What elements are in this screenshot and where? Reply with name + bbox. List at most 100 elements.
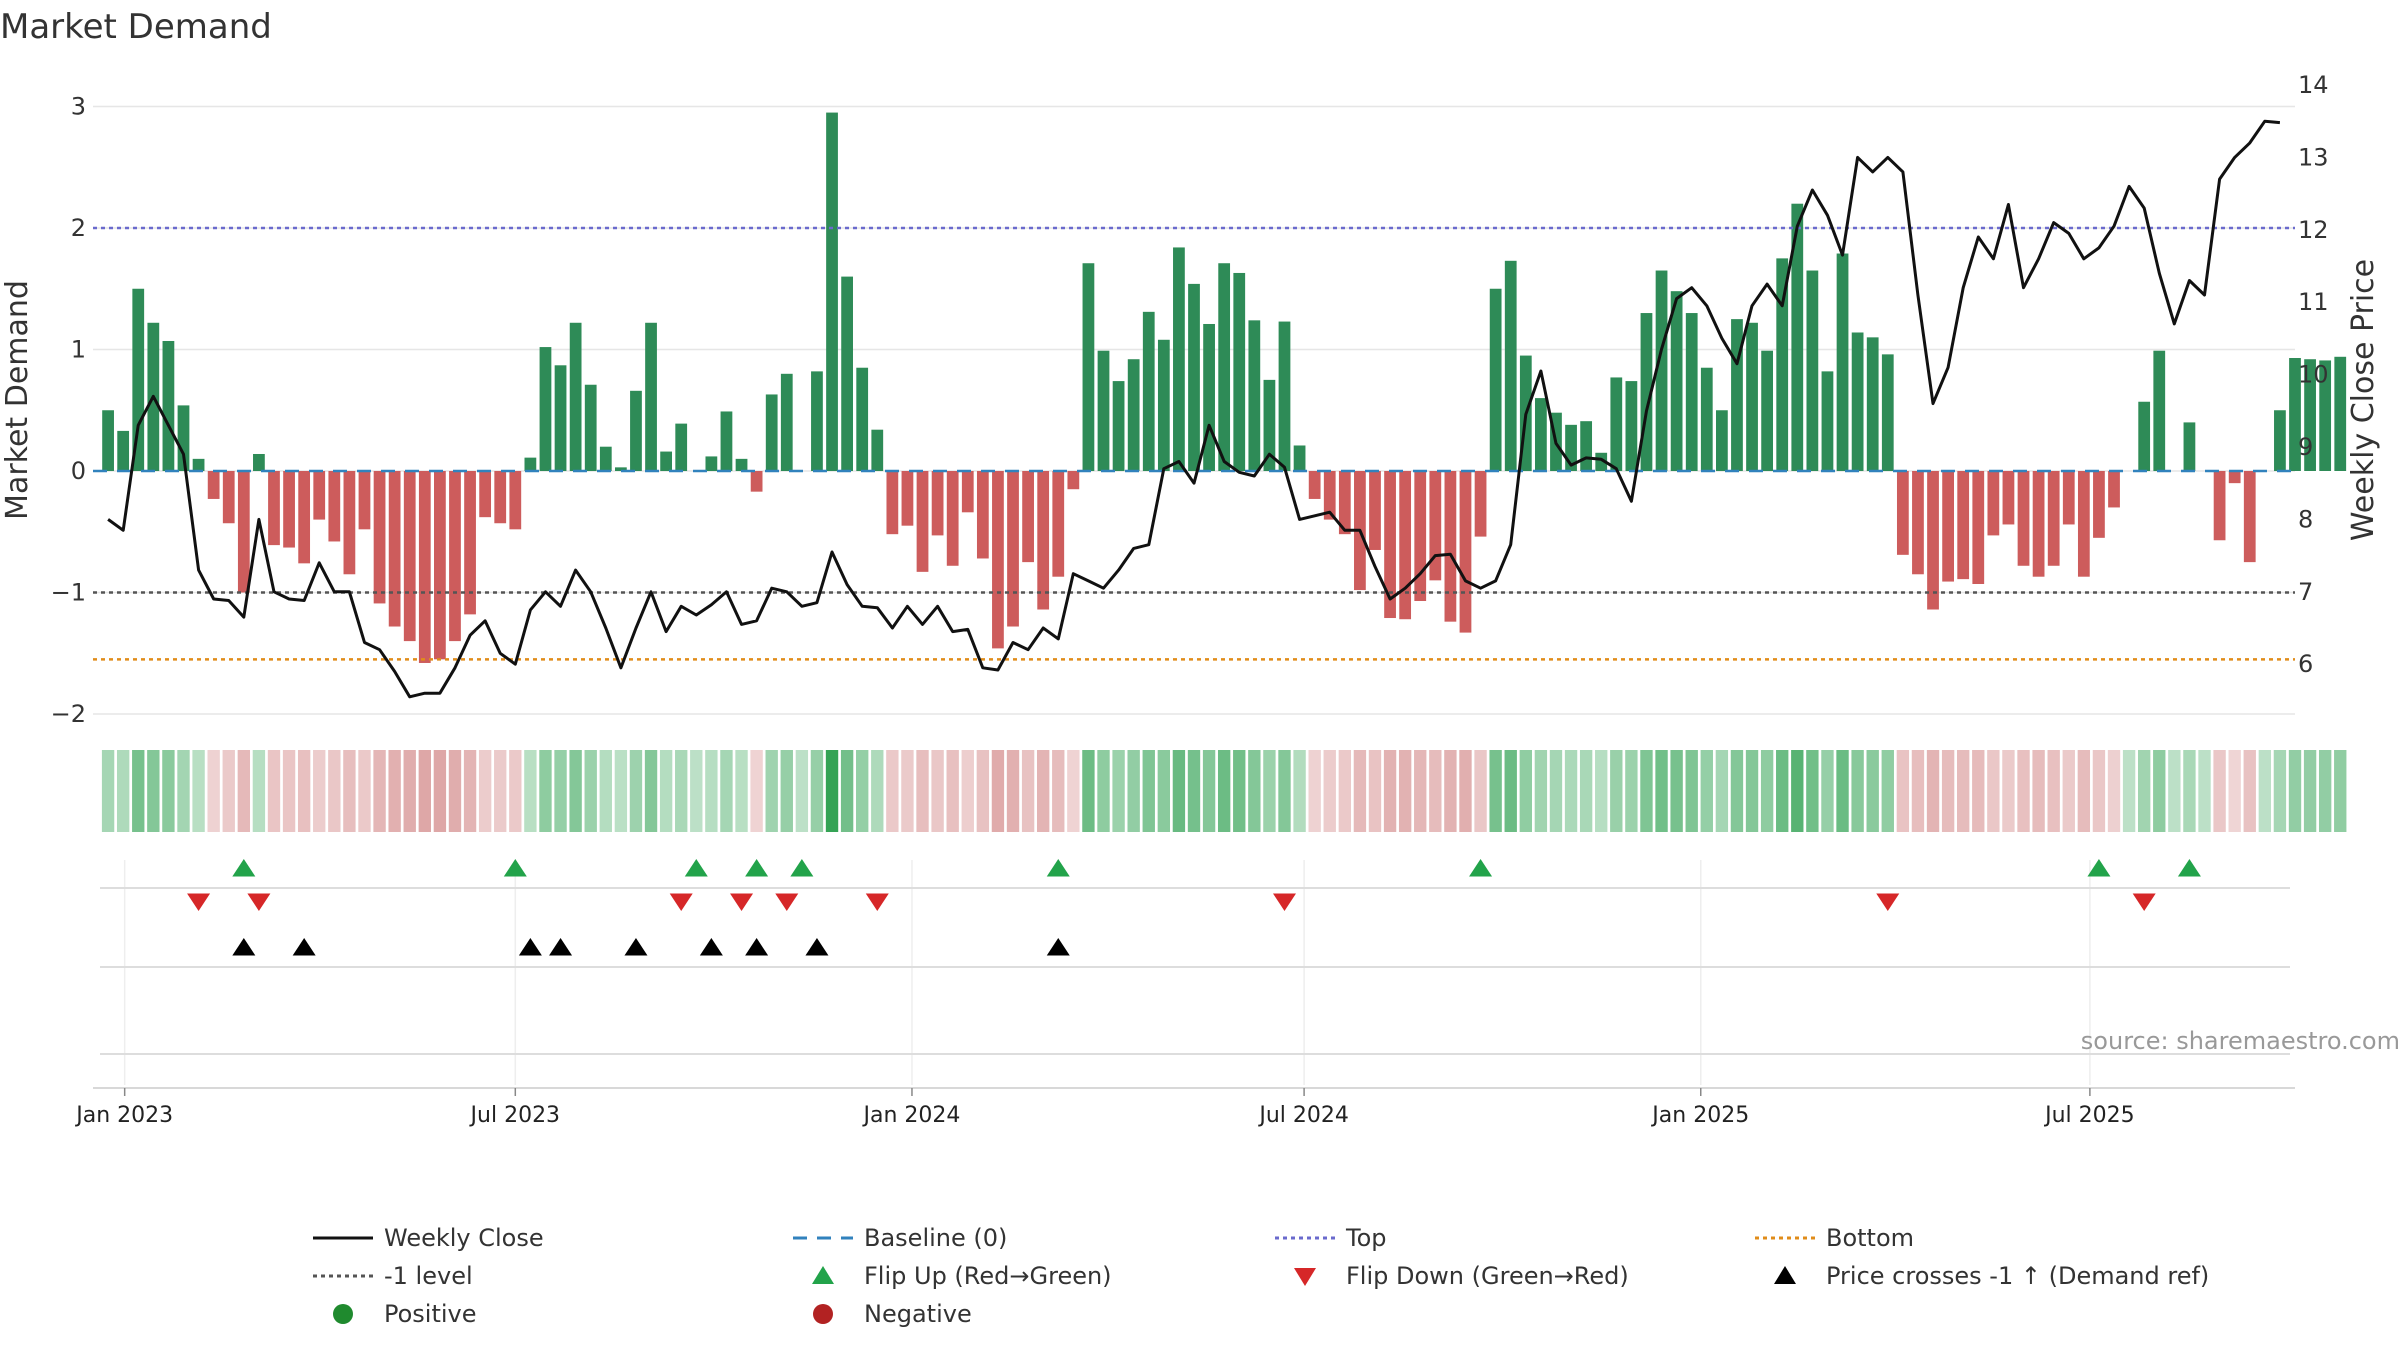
heat-cell: [2092, 750, 2106, 832]
heat-cell: [207, 750, 220, 832]
heat-cell: [720, 750, 733, 832]
heat-cell: [1685, 750, 1698, 832]
demand-bar: [705, 456, 718, 471]
heat-cell: [1745, 750, 1759, 832]
heat-cell: [644, 750, 658, 832]
heat-cell: [1398, 750, 1412, 832]
heat-cell: [252, 750, 266, 832]
flip-up-marker: [2177, 859, 2201, 877]
demand-bar: [735, 458, 748, 471]
demand-bar: [675, 423, 688, 471]
demand-bar: [1670, 291, 1683, 471]
demand-bar: [660, 451, 673, 471]
demand-bar: [1293, 445, 1306, 471]
heat-cell: [1172, 750, 1186, 832]
heat-cell: [2198, 750, 2211, 832]
heat-cell: [1021, 750, 1035, 832]
legend-label: -1 level: [384, 1262, 473, 1290]
demand-bar: [1218, 263, 1231, 471]
demand-bar: [569, 322, 582, 471]
heat-cell: [1941, 750, 1955, 832]
demand-bar: [2153, 350, 2166, 471]
heat-cell: [750, 750, 763, 832]
demand-bar: [1565, 424, 1577, 471]
demand-bar: [2289, 358, 2301, 471]
demand-bar: [1746, 322, 1758, 471]
demand-bar: [373, 471, 386, 604]
flip-down-marker: [775, 893, 799, 911]
demand-bar: [1067, 471, 1080, 490]
flip-up-marker: [790, 859, 814, 877]
heat-cell: [1429, 750, 1442, 832]
flip-up-marker: [684, 859, 708, 877]
heat-cell: [2183, 750, 2196, 832]
close-line-layer: [107, 119, 2281, 699]
demand-bar: [1369, 471, 1381, 550]
heat-cell: [101, 750, 115, 832]
demand-bar: [2304, 359, 2316, 471]
heat-cell: [1957, 750, 1970, 832]
heat-cell: [1127, 750, 1140, 832]
y-tick-label-left: 1: [71, 336, 86, 364]
legend-item: Price crosses -1 ↑ (Demand ref): [1774, 1262, 2209, 1290]
demand-bar: [1338, 471, 1351, 535]
heat-cell: [765, 750, 778, 832]
heat-cell: [1534, 750, 1548, 832]
demand-bar: [1806, 270, 1819, 471]
heat-cell: [1263, 750, 1276, 832]
demand-bar: [524, 457, 537, 471]
heat-cell: [2122, 750, 2136, 832]
legend-swatch-circle: [333, 1304, 353, 1324]
demand-bar: [765, 394, 778, 471]
demand-bar: [1233, 272, 1246, 471]
legend-label: Price crosses -1 ↑ (Demand ref): [1826, 1262, 2209, 1290]
demand-bar: [599, 446, 612, 471]
heat-cell: [705, 750, 718, 832]
heat-cell: [584, 750, 597, 832]
heat-cell: [267, 750, 281, 832]
demand-bar: [1610, 377, 1623, 471]
heat-cell: [162, 750, 175, 832]
heat-cell: [343, 750, 356, 832]
y-tick-label-right: 8: [2298, 505, 2313, 533]
legend-item: Weekly Close: [313, 1224, 544, 1252]
demand-bar: [2138, 401, 2151, 471]
heat-cell: [946, 750, 959, 832]
heat-cell: [1082, 750, 1095, 832]
heat-cell: [1972, 750, 1985, 832]
heat-cell: [675, 750, 688, 832]
demand-bar: [434, 471, 446, 660]
demand-bar: [1866, 337, 1879, 471]
heat-cell: [2137, 750, 2151, 832]
price-cross-marker: [518, 938, 542, 956]
bars-layer: [102, 112, 2347, 663]
demand-bar: [1957, 471, 1970, 580]
heat-cell: [282, 750, 296, 832]
legend-item: Flip Down (Green→Red): [1294, 1262, 1629, 1290]
price-cross-marker: [549, 938, 573, 956]
demand-bar: [1685, 313, 1698, 471]
flip-down-marker: [1876, 893, 1900, 911]
demand-bar: [1112, 381, 1125, 471]
demand-bar: [1625, 381, 1638, 471]
demand-bar: [1851, 332, 1864, 471]
legend-label: Negative: [864, 1300, 972, 1328]
demand-bar: [1927, 471, 1939, 610]
heat-cell: [1700, 750, 1713, 832]
demand-bar: [750, 471, 763, 492]
demand-bar: [2032, 471, 2045, 577]
heat-cell: [1836, 750, 1849, 832]
heat-cell: [2002, 750, 2015, 832]
demand-bar: [328, 471, 341, 542]
price-cross-marker: [624, 938, 648, 956]
demand-bar: [614, 467, 627, 471]
demand-bar: [102, 410, 114, 471]
heat-cell: [1911, 750, 1925, 832]
heat-cell: [961, 750, 974, 832]
demand-bar: [1052, 471, 1065, 577]
heat-cell: [1444, 750, 1457, 832]
heat-cell: [1036, 750, 1050, 832]
heat-cell: [2017, 750, 2030, 832]
legend-item: Positive: [333, 1300, 477, 1328]
heat-cell: [1881, 750, 1894, 832]
